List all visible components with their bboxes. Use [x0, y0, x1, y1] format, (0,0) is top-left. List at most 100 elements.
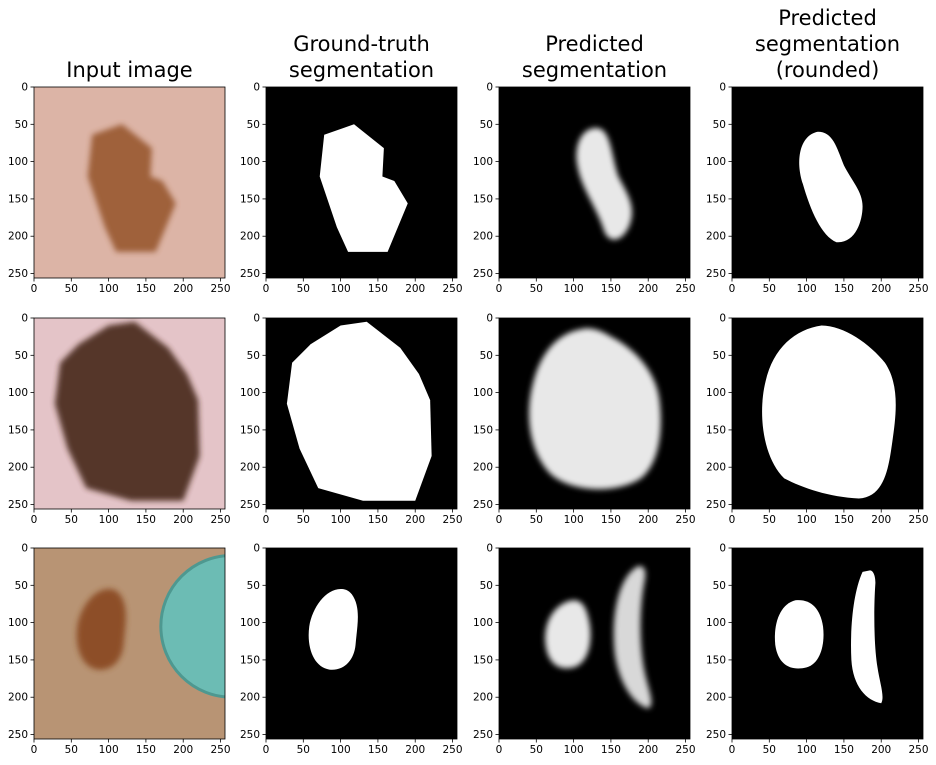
- y-tick-label: 100: [240, 617, 260, 629]
- y-tick-label: 100: [8, 156, 28, 168]
- x-tick-label: 50: [297, 514, 310, 526]
- y-tick-label: 100: [8, 617, 28, 629]
- x-tick-label: 200: [638, 283, 658, 295]
- x-tick-label: 200: [173, 744, 193, 756]
- y-tick-label: 0: [253, 82, 260, 94]
- x-tick-label: 150: [601, 514, 621, 526]
- mask-region: [308, 589, 358, 670]
- x-tick-label: 50: [65, 514, 78, 526]
- x-tick-label: 100: [797, 283, 817, 295]
- y-tick-label: 100: [8, 387, 28, 399]
- y-tick-label: 200: [240, 231, 260, 243]
- x-tick-label: 200: [871, 744, 891, 756]
- axes-frame: [33, 86, 226, 279]
- y-tick-label: 150: [8, 424, 28, 436]
- y-tick-label: 50: [15, 350, 28, 362]
- y-tick-label: 200: [706, 462, 726, 474]
- y-tick-label: 50: [713, 580, 726, 592]
- y-tick-label: 250: [473, 729, 493, 741]
- y-tick-label: 200: [8, 462, 28, 474]
- predicted-region: [576, 128, 633, 240]
- column-title-line: Ground-truth: [293, 32, 430, 56]
- input-image-lesion-3: 0 0 50 50 100 100 150 150 200 200 250 250: [8, 543, 231, 757]
- axes-frame: [265, 547, 458, 740]
- x-tick-label: 250: [211, 514, 231, 526]
- y-tick-label: 50: [247, 350, 260, 362]
- x-tick-label: 200: [405, 283, 425, 295]
- y-tick-label: 250: [8, 268, 28, 280]
- predicted-artifact-region: [613, 566, 652, 709]
- y-tick-label: 200: [473, 231, 493, 243]
- rounded-mask-lesion-3: 0 0 50 50 100 100 150 150 200 200 250 250: [706, 543, 929, 757]
- mask-background: [732, 548, 923, 739]
- x-tick-label: 50: [763, 744, 776, 756]
- x-tick-label: 50: [65, 744, 78, 756]
- x-tick-label: 150: [136, 283, 156, 295]
- x-tick-label: 150: [136, 744, 156, 756]
- y-tick-label: 150: [8, 193, 28, 205]
- y-tick-label: 150: [8, 654, 28, 666]
- x-tick-label: 50: [65, 283, 78, 295]
- x-tick-label: 50: [763, 514, 776, 526]
- y-tick-label: 150: [240, 193, 260, 205]
- rounded-region: [762, 325, 896, 499]
- y-tick-label: 200: [473, 692, 493, 704]
- axes-frame: [265, 86, 458, 279]
- axes-frame: [33, 547, 226, 740]
- mask-background: [266, 548, 457, 739]
- y-tick-label: 250: [706, 499, 726, 511]
- axes-frame: [498, 317, 691, 510]
- x-tick-label: 0: [263, 514, 270, 526]
- x-tick-label: 50: [297, 283, 310, 295]
- x-tick-label: 150: [601, 283, 621, 295]
- x-tick-label: 150: [368, 283, 388, 295]
- column-title-line: Input image: [66, 58, 192, 82]
- y-tick-label: 200: [706, 231, 726, 243]
- x-tick-label: 100: [331, 514, 351, 526]
- x-tick-label: 250: [676, 744, 696, 756]
- x-tick-label: 100: [331, 283, 351, 295]
- lesion-region: [76, 589, 126, 670]
- ground-truth-mask-lesion-3: 0 0 50 50 100 100 150 150 200 200 250 250: [240, 543, 463, 757]
- input-image-lesion-2: 0 0 50 50 100 100 150 150 200 200 250 250: [8, 313, 231, 527]
- y-tick-label: 100: [473, 156, 493, 168]
- y-tick-label: 150: [473, 193, 493, 205]
- x-tick-label: 0: [263, 283, 270, 295]
- y-tick-label: 250: [8, 499, 28, 511]
- x-tick-label: 250: [909, 744, 929, 756]
- x-tick-label: 250: [676, 514, 696, 526]
- x-tick-label: 100: [797, 744, 817, 756]
- y-tick-label: 50: [480, 350, 493, 362]
- x-tick-label: 100: [564, 744, 584, 756]
- axes-frame: [731, 547, 924, 740]
- y-tick-label: 150: [240, 654, 260, 666]
- x-tick-label: 0: [496, 514, 503, 526]
- x-tick-label: 0: [729, 744, 736, 756]
- y-tick-label: 50: [480, 119, 493, 131]
- x-tick-label: 250: [211, 283, 231, 295]
- x-tick-label: 0: [729, 514, 736, 526]
- axes-frame: [498, 547, 691, 740]
- y-tick-label: 250: [706, 268, 726, 280]
- x-tick-label: 200: [173, 283, 193, 295]
- x-tick-label: 250: [211, 744, 231, 756]
- mask-background: [499, 548, 690, 739]
- x-tick-label: 250: [443, 514, 463, 526]
- x-tick-label: 150: [834, 514, 854, 526]
- column-title-line: (rounded): [776, 58, 880, 82]
- y-tick-label: 50: [15, 119, 28, 131]
- x-tick-label: 250: [676, 283, 696, 295]
- axes-frame: [731, 86, 924, 279]
- x-tick-label: 0: [729, 283, 736, 295]
- column-title-line: segmentation: [755, 32, 900, 56]
- y-tick-label: 100: [473, 617, 493, 629]
- x-tick-label: 150: [834, 744, 854, 756]
- column-titles: Input imageGround-truthsegmentationPredi…: [66, 6, 900, 82]
- x-tick-label: 100: [99, 283, 119, 295]
- x-tick-label: 250: [443, 283, 463, 295]
- rounded-artifact-region: [851, 570, 883, 704]
- y-tick-label: 0: [719, 82, 726, 94]
- x-tick-label: 200: [871, 514, 891, 526]
- y-tick-label: 150: [473, 654, 493, 666]
- y-tick-label: 200: [240, 462, 260, 474]
